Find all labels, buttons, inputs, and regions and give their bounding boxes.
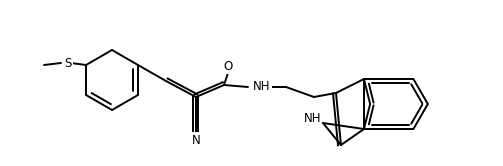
Text: NH: NH [253, 80, 271, 92]
Text: O: O [223, 59, 232, 73]
Text: N: N [192, 133, 200, 147]
Text: S: S [64, 56, 72, 70]
Text: NH: NH [303, 112, 321, 124]
